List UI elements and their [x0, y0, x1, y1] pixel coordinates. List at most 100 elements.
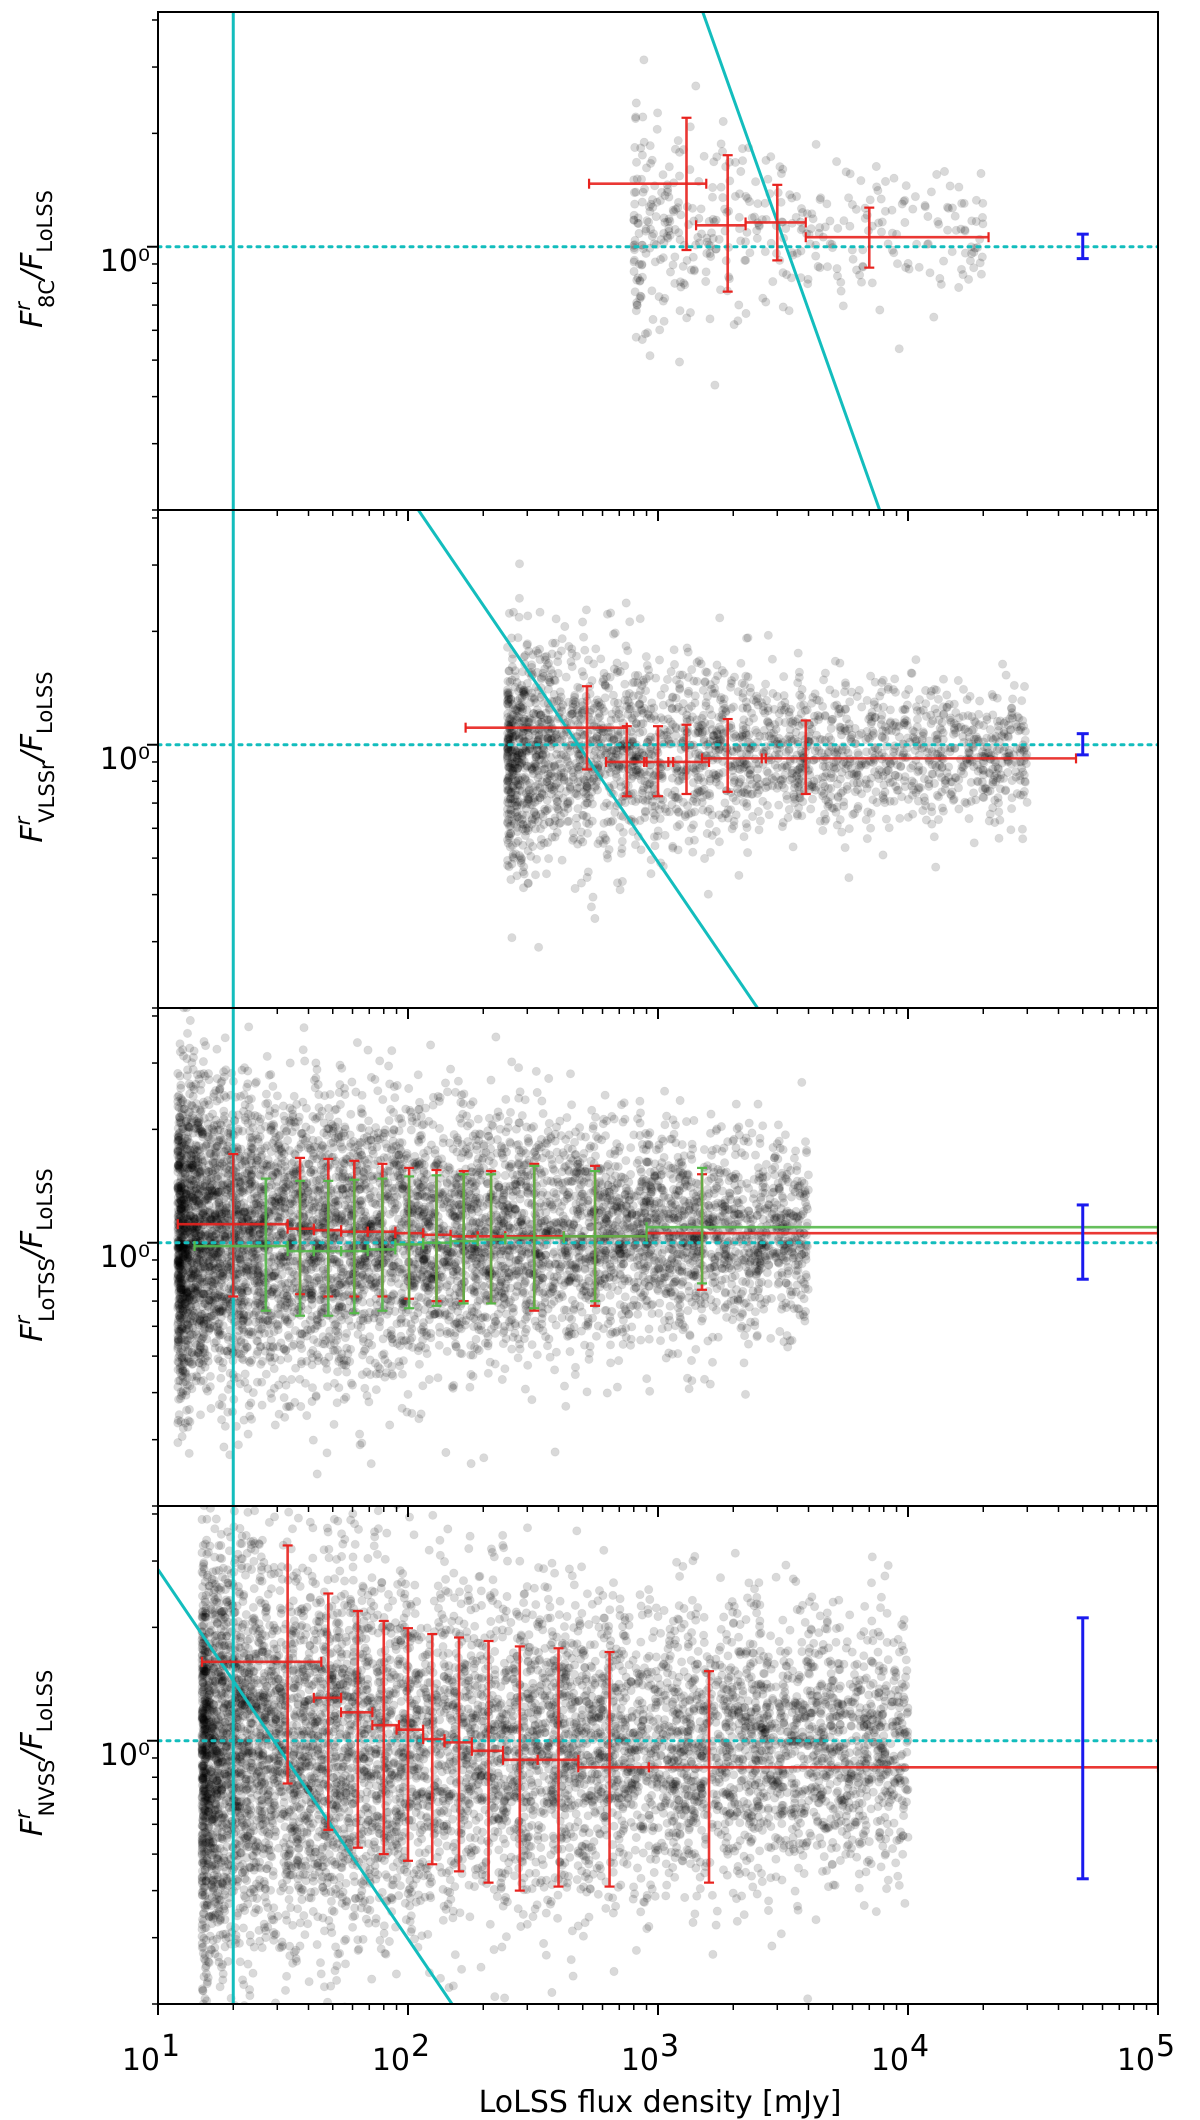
scatter-point [620, 1292, 630, 1302]
scatter-point [837, 827, 847, 837]
scatter-point [978, 219, 988, 229]
scatter-point [810, 746, 820, 756]
scatter-point [856, 277, 867, 287]
scatter-point [582, 778, 593, 789]
scatter-point [629, 257, 639, 267]
scatter-point [913, 761, 924, 772]
scatter-point [888, 720, 899, 730]
panel-lotss [147, 1007, 1159, 1517]
scatter-point [734, 189, 745, 199]
scatter-point [505, 842, 515, 852]
scatter-point [738, 731, 748, 742]
scatter-point [747, 779, 757, 789]
scatter-point [514, 757, 524, 767]
plot-area-lotss [158, 1008, 1158, 1506]
scatter-point [560, 621, 570, 632]
scatter-point [761, 695, 772, 706]
scatter-point [632, 275, 642, 285]
scatter-point [539, 764, 549, 775]
scatter-point [835, 722, 845, 732]
scatter-point [568, 708, 578, 718]
scatter-point [729, 672, 740, 682]
scatter-point [670, 224, 680, 235]
scatter-point [648, 202, 658, 212]
scatter-point [832, 271, 843, 281]
scatter-point [773, 780, 784, 790]
scatter-point [864, 779, 875, 789]
scatter-point [993, 725, 1004, 736]
scatter-point [672, 821, 682, 832]
scatter-point [885, 796, 895, 806]
scatter-point [635, 686, 646, 696]
scatter-point [923, 211, 933, 222]
scatter-point [540, 806, 550, 816]
scatter-point [527, 1395, 537, 1405]
scatter-point [918, 765, 928, 776]
scatter-point [502, 804, 513, 814]
scatter-point [639, 137, 649, 147]
scatter-point [655, 813, 665, 824]
scatter-point [725, 682, 736, 692]
scatter-point [939, 166, 950, 177]
scatter-point [674, 357, 685, 367]
scatter-point [559, 772, 569, 782]
scatter-point [777, 779, 787, 790]
scatter-point [668, 841, 678, 851]
scatter-point [574, 751, 584, 761]
scatter-point [600, 1090, 610, 1100]
scatter-point [978, 765, 989, 776]
scatter-point [507, 781, 518, 792]
scatter-point [543, 724, 553, 734]
scatter-point [766, 728, 776, 739]
scatter-point [638, 675, 648, 685]
scatter-point [802, 705, 812, 715]
scatter-point [673, 807, 684, 818]
scatter-point [862, 783, 872, 794]
scatter-point [544, 783, 555, 793]
scatter-point [781, 223, 791, 234]
scatter-point [687, 203, 698, 213]
scatter-point [822, 199, 832, 209]
scatter-point [588, 892, 598, 902]
scatter-point [540, 758, 551, 768]
scatter-point [608, 690, 619, 700]
scatter-point [683, 809, 694, 819]
scatter-point [590, 746, 600, 756]
scatter-point [561, 672, 571, 682]
scatter-point [856, 761, 866, 771]
scatter-point [844, 724, 854, 734]
x-ticks-8c [157, 510, 1159, 521]
scatter-point [565, 710, 575, 721]
scatter-point [752, 773, 762, 783]
scatter-point [530, 870, 541, 880]
scatter-point [906, 763, 916, 773]
scatter-point [829, 762, 839, 772]
scatter-point [849, 808, 860, 819]
scatter-point [512, 715, 522, 725]
scatter-point [670, 252, 680, 262]
scatter-point [608, 629, 619, 639]
scatter-point [690, 807, 700, 817]
scatter-point [901, 262, 911, 273]
scatter-point [667, 703, 677, 714]
scatter-point [530, 730, 540, 740]
scatter-point [603, 727, 613, 737]
scatter-point [774, 716, 784, 727]
scatter-point [741, 723, 751, 733]
scatter-point [639, 55, 649, 65]
binned-red-8c [587, 116, 990, 293]
scatter-point [671, 693, 681, 703]
scatter-point [534, 708, 544, 719]
scatter-point [778, 268, 788, 278]
scatter-point [641, 163, 652, 173]
scatter-point [938, 806, 949, 816]
scatter-point [903, 733, 913, 743]
scatter-point [696, 659, 706, 669]
scatter-point [904, 264, 914, 274]
scatter-point [582, 872, 592, 883]
scatter-point [818, 791, 828, 801]
scatter-point [799, 700, 809, 710]
scatter-point [847, 730, 857, 740]
scatter-point [528, 746, 538, 756]
scatter-point [695, 763, 705, 773]
